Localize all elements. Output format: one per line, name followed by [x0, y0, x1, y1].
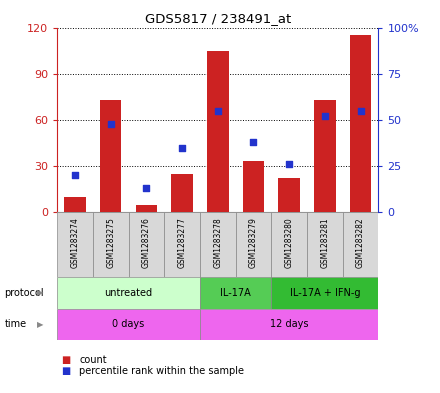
- Point: [321, 113, 328, 119]
- Point: [286, 161, 293, 167]
- Text: GSM1283276: GSM1283276: [142, 217, 151, 268]
- Text: ■: ■: [62, 354, 71, 365]
- Text: percentile rank within the sample: percentile rank within the sample: [79, 366, 244, 376]
- Point: [72, 172, 79, 178]
- Title: GDS5817 / 238491_at: GDS5817 / 238491_at: [145, 12, 291, 25]
- Text: GSM1283277: GSM1283277: [178, 217, 187, 268]
- Bar: [136, 204, 157, 212]
- Text: ■: ■: [62, 366, 71, 376]
- Text: GSM1283282: GSM1283282: [356, 217, 365, 268]
- Bar: [271, 277, 378, 309]
- Bar: [307, 212, 343, 277]
- Bar: [279, 178, 300, 212]
- Bar: [200, 277, 271, 309]
- Text: protocol: protocol: [4, 288, 44, 298]
- Point: [107, 120, 114, 127]
- Point: [179, 144, 186, 151]
- Point: [250, 139, 257, 145]
- Text: IL-17A: IL-17A: [220, 288, 251, 298]
- Bar: [350, 35, 371, 212]
- Text: time: time: [4, 319, 26, 329]
- Text: GSM1283281: GSM1283281: [320, 217, 330, 268]
- Bar: [314, 100, 336, 212]
- Bar: [271, 212, 307, 277]
- Bar: [200, 212, 236, 277]
- Bar: [93, 212, 128, 277]
- Bar: [57, 277, 200, 309]
- Bar: [164, 212, 200, 277]
- Bar: [200, 309, 378, 340]
- Bar: [57, 309, 200, 340]
- Text: ▶: ▶: [37, 320, 44, 329]
- Bar: [343, 212, 378, 277]
- Bar: [207, 51, 228, 212]
- Point: [357, 107, 364, 114]
- Bar: [172, 174, 193, 212]
- Bar: [57, 212, 93, 277]
- Text: IL-17A + IFN-g: IL-17A + IFN-g: [290, 288, 360, 298]
- Text: ▶: ▶: [37, 288, 44, 297]
- Text: GSM1283279: GSM1283279: [249, 217, 258, 268]
- Bar: [128, 212, 164, 277]
- Bar: [243, 162, 264, 212]
- Text: 0 days: 0 days: [113, 319, 145, 329]
- Text: GSM1283278: GSM1283278: [213, 217, 222, 268]
- Point: [143, 185, 150, 191]
- Text: count: count: [79, 354, 107, 365]
- Text: untreated: untreated: [105, 288, 153, 298]
- Bar: [64, 197, 86, 212]
- Text: 12 days: 12 days: [270, 319, 308, 329]
- Point: [214, 107, 221, 114]
- Text: GSM1283280: GSM1283280: [285, 217, 293, 268]
- Bar: [236, 212, 271, 277]
- Bar: [100, 100, 121, 212]
- Text: GSM1283275: GSM1283275: [106, 217, 115, 268]
- Text: GSM1283274: GSM1283274: [70, 217, 80, 268]
